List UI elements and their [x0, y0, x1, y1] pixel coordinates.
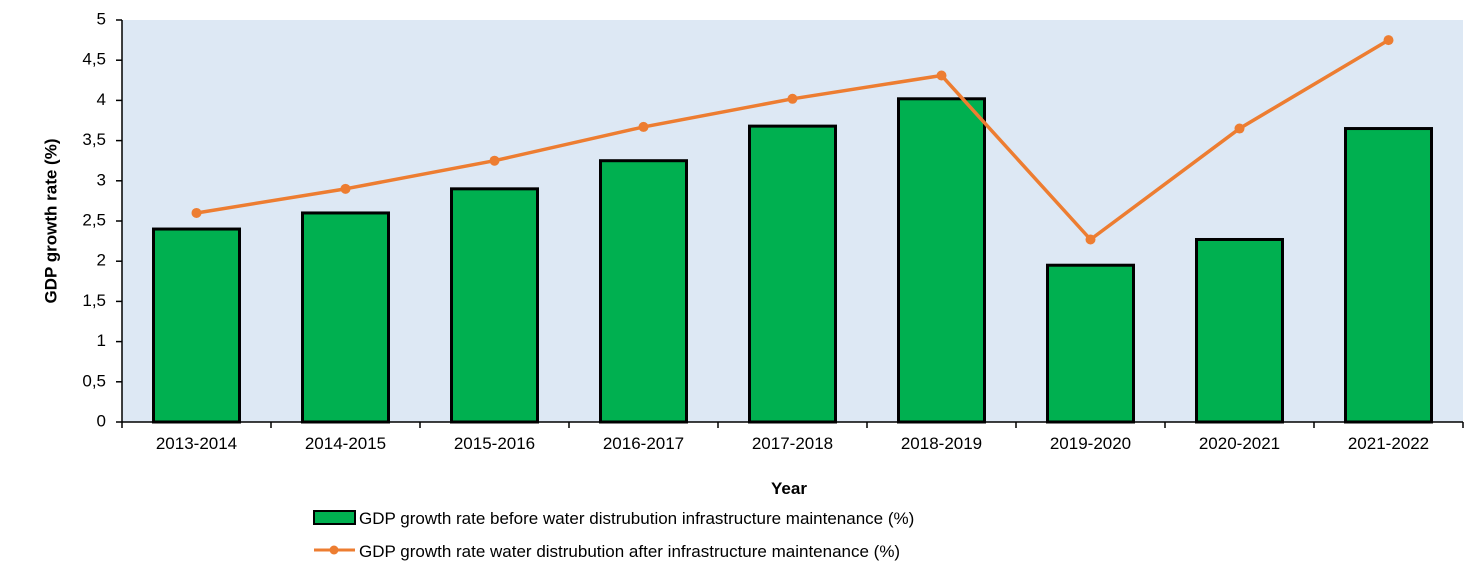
y-tick-label: 2,5	[82, 210, 106, 229]
legend-bar-swatch	[313, 510, 356, 525]
y-axis-title: GDP growth rate (%)	[41, 139, 60, 304]
x-tick-label: 2021-2022	[1348, 434, 1429, 453]
x-tick-label: 2020-2021	[1199, 434, 1280, 453]
y-tick-label: 3	[97, 170, 106, 189]
y-tick-label: 4,5	[82, 50, 106, 69]
bar	[599, 159, 688, 424]
x-tick-label: 2015-2016	[454, 434, 535, 453]
line-point	[1085, 234, 1096, 245]
y-tick-label: 3,5	[82, 130, 106, 149]
bar	[301, 211, 390, 424]
legend-item-bar: GDP growth rate before water distrubutio…	[313, 509, 914, 528]
y-tick-label: 5	[97, 9, 106, 28]
x-tick-label: 2014-2015	[305, 434, 386, 453]
axes	[121, 20, 1463, 423]
y-tick-label: 0,5	[82, 371, 106, 390]
legend-line-marker	[329, 545, 339, 555]
bar	[450, 187, 539, 424]
bar	[1344, 127, 1433, 424]
x-tick-label: 2016-2017	[603, 434, 684, 453]
line-point	[1234, 123, 1245, 134]
line-point	[787, 93, 798, 104]
x-tick-label: 2013-2014	[156, 434, 237, 453]
line-point	[340, 183, 351, 194]
y-tick-label: 4	[97, 90, 106, 109]
line-point	[1383, 35, 1394, 46]
x-axis-ticks: 2013-2014 2014-2015 2015-2016 2016-2017 2017…	[121, 422, 1464, 453]
y-tick-label: 2	[97, 251, 106, 270]
legend-bar-label: GDP growth rate before water distrubutio…	[359, 509, 914, 528]
bar	[748, 124, 837, 424]
y-tick-label: 0	[97, 411, 106, 430]
bar	[1195, 237, 1284, 424]
y-tick-label: 1	[97, 331, 106, 350]
y-axis-ticks: 0 0,5 1 1,5 2 2,5 3 3,5 4 4,5 5	[82, 9, 122, 430]
bar	[897, 97, 986, 424]
line-point	[489, 155, 500, 166]
bar	[1046, 263, 1135, 424]
bar-series	[152, 97, 1433, 424]
line-point	[191, 207, 202, 218]
x-axis-title: Year	[771, 479, 807, 498]
legend-item-line: GDP growth rate water distrubution after…	[314, 542, 900, 561]
y-tick-label: 1,5	[82, 291, 106, 310]
line-series	[191, 35, 1394, 245]
x-tick-label: 2017-2018	[752, 434, 833, 453]
bar	[152, 227, 241, 424]
x-tick-label: 2019-2020	[1050, 434, 1131, 453]
line-point	[936, 70, 947, 81]
line-point	[638, 121, 649, 132]
legend-line-label: GDP growth rate water distrubution after…	[359, 542, 900, 561]
legend: GDP growth rate before water distrubutio…	[313, 509, 914, 561]
x-tick-label: 2018-2019	[901, 434, 982, 453]
